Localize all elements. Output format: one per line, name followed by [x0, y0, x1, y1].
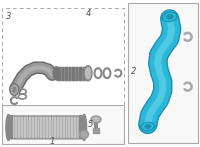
Ellipse shape [142, 123, 153, 130]
Ellipse shape [145, 125, 150, 128]
Ellipse shape [11, 85, 17, 94]
FancyBboxPatch shape [10, 116, 83, 139]
Ellipse shape [84, 66, 92, 81]
Bar [8, 116, 13, 139]
Text: 2: 2 [131, 67, 136, 76]
Bar [128, 3, 198, 143]
Bar [72, 67, 74, 80]
Ellipse shape [6, 115, 11, 140]
Ellipse shape [164, 13, 176, 21]
Bar [76, 67, 77, 80]
Ellipse shape [82, 115, 87, 140]
Bar [83, 67, 84, 80]
Bar [65, 67, 67, 80]
Ellipse shape [93, 117, 99, 121]
Ellipse shape [91, 116, 101, 123]
Bar [79, 116, 84, 139]
Text: 3: 3 [6, 12, 12, 21]
Ellipse shape [141, 122, 155, 130]
Ellipse shape [10, 84, 19, 96]
Ellipse shape [13, 87, 16, 92]
Text: 4: 4 [86, 9, 91, 18]
Ellipse shape [86, 68, 91, 79]
Bar [79, 67, 81, 80]
Ellipse shape [80, 130, 89, 138]
Bar [58, 67, 60, 80]
Ellipse shape [82, 132, 87, 137]
Bar [86, 67, 88, 80]
Ellipse shape [167, 15, 173, 19]
Text: 5: 5 [88, 120, 93, 129]
Bar [2, 8, 124, 105]
Bar [2, 105, 124, 144]
Bar [69, 67, 70, 80]
Bar [93, 128, 99, 133]
Ellipse shape [53, 67, 59, 80]
Bar [62, 67, 63, 80]
Ellipse shape [162, 12, 177, 21]
Bar [56, 67, 88, 80]
Text: 1: 1 [50, 137, 55, 146]
